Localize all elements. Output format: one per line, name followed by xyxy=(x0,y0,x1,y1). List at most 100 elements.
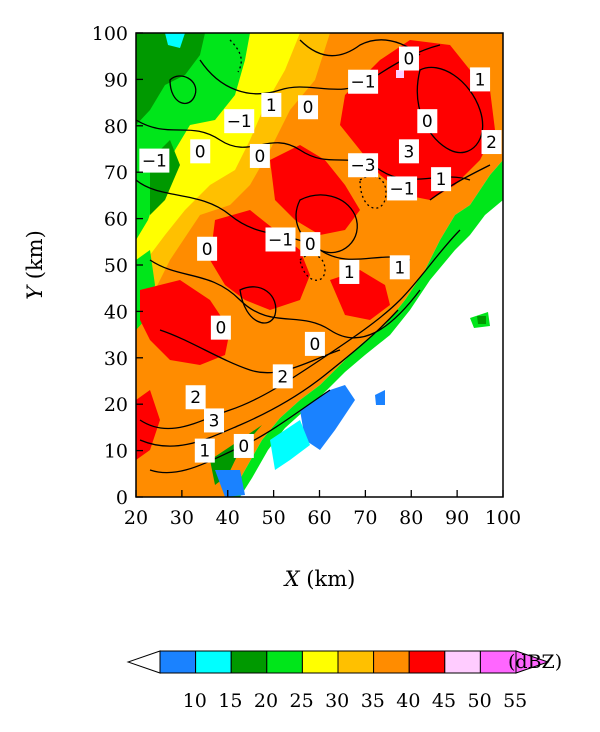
y-tick-label: 80 xyxy=(104,116,128,138)
contour-line xyxy=(139,229,461,430)
x-tick-label: 50 xyxy=(262,507,286,529)
contour-label-text: 1 xyxy=(394,258,405,278)
contour-label-text: 3 xyxy=(404,142,415,162)
contour-label: −1 xyxy=(224,109,255,134)
edge-pink-spot xyxy=(396,70,404,78)
contour-line xyxy=(299,39,421,57)
contour-label-text: 1 xyxy=(436,170,447,190)
colorbar-swatch xyxy=(266,650,303,674)
contour-label-text: 3 xyxy=(209,411,220,431)
contour-label: 1 xyxy=(389,255,410,280)
contour-line xyxy=(429,164,491,201)
contour-label: 3 xyxy=(203,408,224,433)
contour-label: 0 xyxy=(197,236,218,261)
y-axis: 0 10 20 30 40 50 60 70 80 90 100 xyxy=(92,23,143,509)
contour-label-text: −1 xyxy=(142,152,167,172)
contour-label-text: 2 xyxy=(486,133,497,153)
contour-label-text: 0 xyxy=(305,235,316,255)
contour-label: 2 xyxy=(481,130,502,155)
contour-label-text: −1 xyxy=(390,179,415,199)
contour-label: 1 xyxy=(470,67,491,92)
y-tick-label: 50 xyxy=(104,255,128,277)
contour-label: 1 xyxy=(431,167,452,192)
contour-label-text: 1 xyxy=(199,442,210,462)
colorbar-extend-min xyxy=(126,650,161,674)
contour-label: 0 xyxy=(398,46,419,71)
contour-label: 0 xyxy=(417,109,438,134)
contour-label: 2 xyxy=(272,364,293,389)
contour-label-text: 0 xyxy=(202,240,213,260)
colorbar-tick-label: 50 xyxy=(468,690,492,712)
y-tick-label: 20 xyxy=(104,394,128,416)
echo-red-n xyxy=(270,145,360,235)
contour-label-text: −1 xyxy=(227,112,252,132)
echo-red-w xyxy=(140,280,230,365)
x-axis-label: X (km) xyxy=(283,567,356,591)
colorbar-tick-label: 35 xyxy=(361,690,385,712)
y-tick-label: 90 xyxy=(104,69,128,91)
colorbar-tick-label: 15 xyxy=(218,690,242,712)
echo-cyan-patch xyxy=(165,33,185,48)
colorbar-swatch xyxy=(373,650,410,674)
contour-label-text: −1 xyxy=(268,230,293,250)
contour-label: 0 xyxy=(300,232,321,257)
colorbar-tick-label: 40 xyxy=(396,690,420,712)
y-tick-label: 100 xyxy=(92,23,128,45)
y-tick-label: 70 xyxy=(104,162,128,184)
colorbar-swatch xyxy=(230,650,268,674)
colorbar-extend-max xyxy=(515,650,550,674)
x-tick-label: 100 xyxy=(485,507,521,529)
contour-label: 1 xyxy=(339,259,360,284)
contour-label-text: 0 xyxy=(404,50,415,70)
contour-label: 0 xyxy=(190,139,211,164)
y-tick-label: 10 xyxy=(104,441,128,463)
colorbar-unit: (dBZ) xyxy=(508,651,562,673)
y-tick-label: 30 xyxy=(104,348,128,370)
contour-label: 2 xyxy=(185,385,206,410)
x-tick-label: 30 xyxy=(170,507,194,529)
contour-label: −1 xyxy=(387,176,418,201)
x-tick-label: 90 xyxy=(445,507,469,529)
contour-line xyxy=(139,309,399,447)
x-tick-label: 40 xyxy=(216,507,240,529)
colorbar-tick-label: 30 xyxy=(325,690,349,712)
contour-label: 0 xyxy=(249,143,270,168)
x-tick-label: 60 xyxy=(307,507,331,529)
contour-label: 0 xyxy=(233,433,254,458)
colorbar-tick-label: 20 xyxy=(254,690,278,712)
contour-label-text: 1 xyxy=(344,263,355,283)
colorbar-swatch xyxy=(444,650,481,674)
contour-label: −1 xyxy=(348,69,379,94)
contour-label: −3 xyxy=(348,153,379,178)
colorbar: 10 15 20 25 30 35 40 45 50 55 xyxy=(126,650,550,712)
x-tick-label: 20 xyxy=(124,507,148,529)
edge-green-band xyxy=(230,160,503,497)
contour-line xyxy=(239,286,277,324)
y-tick-label: 40 xyxy=(104,301,128,323)
contour-label: 0 xyxy=(298,95,319,120)
contour-label-text: −1 xyxy=(351,73,376,93)
reflectivity-field xyxy=(136,33,503,497)
colorbar-swatch xyxy=(195,650,232,674)
contour-label: 1 xyxy=(194,438,215,463)
contour-label-text: 0 xyxy=(215,319,226,339)
contour-label-text: 0 xyxy=(254,147,265,167)
colorbar-tick-label: 25 xyxy=(290,690,314,712)
colorbar-tick-label: 10 xyxy=(183,690,207,712)
colorbar-tick-label: 45 xyxy=(432,690,456,712)
contour-label-text: −3 xyxy=(351,156,376,176)
colorbar-swatch xyxy=(337,650,375,674)
contour-label-text: 1 xyxy=(266,96,277,116)
contour-label-text: 0 xyxy=(303,98,314,118)
contour-label: −1 xyxy=(139,148,170,173)
colorbar-swatch xyxy=(159,650,197,674)
contour-line xyxy=(295,194,358,254)
contour-label-text: 2 xyxy=(190,388,201,408)
edge-blue-patch-e xyxy=(375,390,385,405)
contour-label-text: 1 xyxy=(475,70,486,90)
contour-label: 0 xyxy=(210,315,231,340)
colorbar-tick-label: 55 xyxy=(503,690,527,712)
contour-label: −1 xyxy=(265,227,296,252)
